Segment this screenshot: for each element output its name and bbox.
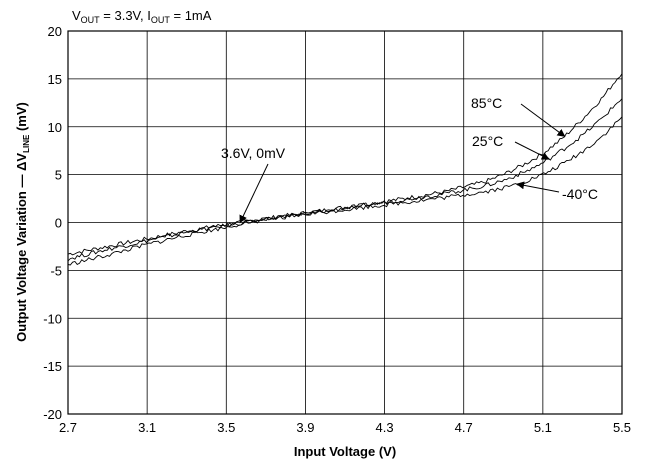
- annotation-label: 25°C: [472, 133, 503, 149]
- x-tick-label: 3.9: [296, 420, 314, 435]
- x-axis-label: Input Voltage (V): [294, 444, 396, 459]
- y-axis-label: Output Voltage Variation — ΔVLINE (mV): [14, 102, 31, 342]
- y-tick-label: 10: [48, 120, 62, 135]
- y-tick-label: 20: [48, 24, 62, 39]
- chart-title: VOUT = 3.3V, IOUT = 1mA: [72, 8, 212, 25]
- x-tick-label: 3.5: [217, 420, 235, 435]
- annotation-arrow: [239, 163, 269, 224]
- series-line: [67, 116, 623, 266]
- y-tick-label: 0: [55, 216, 62, 231]
- series-line: [67, 73, 623, 256]
- series-line: [67, 98, 623, 262]
- annotation-label: 3.6V, 0mV: [221, 145, 286, 161]
- annotations: 85°C 25°C -40°C 3.6V, 0mV: [221, 95, 598, 224]
- y-tick-label: -5: [50, 263, 62, 278]
- y-tick-label: -20: [43, 407, 62, 422]
- plot-frame: [67, 30, 623, 415]
- x-tick-label: 4.7: [455, 420, 473, 435]
- y-tick-label: -15: [43, 359, 62, 374]
- grid: [68, 31, 622, 414]
- x-tick-label: 2.7: [59, 420, 77, 435]
- x-tick-label: 5.1: [534, 420, 552, 435]
- y-tick-label: 15: [48, 72, 62, 87]
- annotation-arrow: [514, 141, 550, 160]
- annotation-arrow: [520, 103, 566, 137]
- y-tick-label: 5: [55, 168, 62, 183]
- x-tick-label: 3.1: [138, 420, 156, 435]
- x-tick-label: 4.3: [376, 420, 394, 435]
- annotation-label: -40°C: [562, 186, 598, 202]
- y-tick-label: -10: [43, 311, 62, 326]
- annotation-label: 85°C: [471, 95, 502, 111]
- x-tick-label: 5.5: [613, 420, 631, 435]
- x-axis-ticks: 2.7 3.1 3.5 3.9 4.3 4.7 5.1 5.5: [59, 420, 631, 435]
- y-axis-ticks: -20 -15 -10 -5 0 5 10 15 20: [43, 24, 62, 422]
- annotation-arrow: [516, 181, 560, 193]
- series-lines: [67, 73, 623, 266]
